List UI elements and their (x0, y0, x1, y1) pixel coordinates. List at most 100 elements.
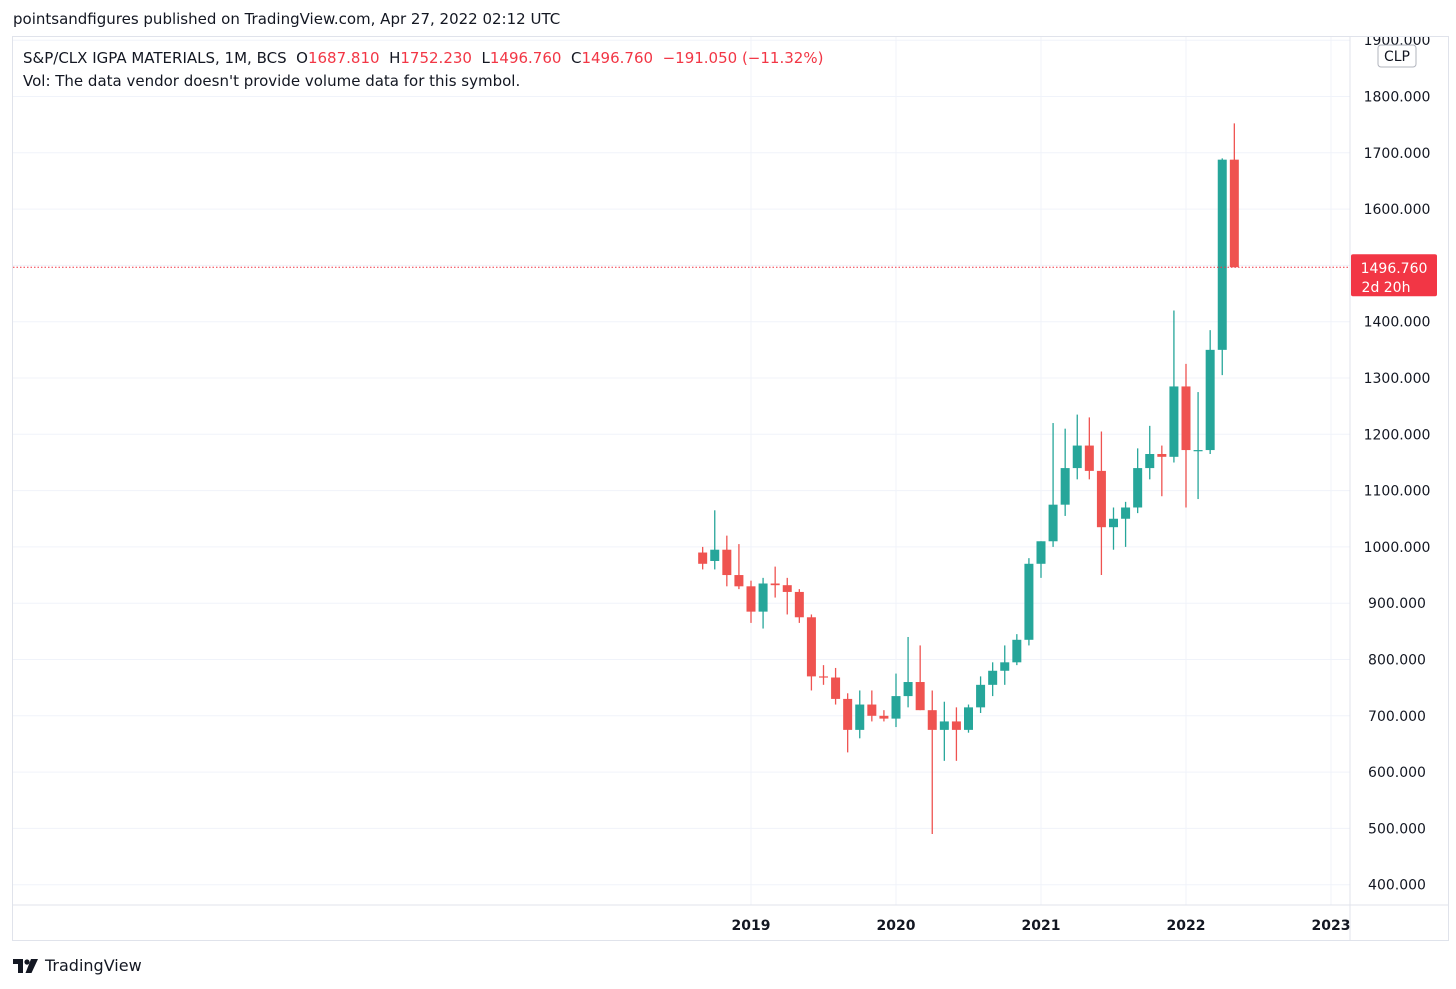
candle-body (1229, 159, 1239, 268)
candle-body (988, 670, 998, 685)
chart-frame: 1900.0001800.0001700.0001600.0001500.000… (12, 36, 1449, 941)
price-tick-label: 1400.000 (1364, 315, 1431, 331)
candle-body (1157, 454, 1167, 457)
candle (939, 701, 949, 761)
candle-body (794, 591, 804, 618)
candle (1024, 558, 1034, 646)
time-tick-label: 2023 (1312, 918, 1351, 934)
candle-body (1024, 563, 1034, 640)
overlay-layer: 1496.760 2d 20h CLP (13, 44, 1437, 297)
candle (951, 707, 961, 761)
candle (915, 645, 925, 711)
candle-body (1193, 450, 1203, 452)
bar-countdown: 2d 20h (1362, 280, 1411, 296)
legend-open-value: 1687.810 (307, 49, 380, 67)
candle-body (746, 586, 756, 612)
candle (927, 690, 937, 835)
candle (1205, 330, 1215, 455)
tradingview-brand[interactable]: TradingView (13, 956, 142, 975)
candle-body (1121, 507, 1131, 519)
time-tick-label: 2021 (1022, 918, 1061, 934)
candle (770, 566, 780, 598)
candle (891, 673, 901, 728)
candle (1060, 428, 1070, 516)
candle-body (951, 721, 961, 730)
candle-body (1096, 470, 1106, 528)
candle-body (927, 710, 937, 730)
candle (806, 614, 816, 691)
price-tick-label: 500.000 (1368, 821, 1426, 837)
candle-body (1109, 518, 1118, 528)
candle (1096, 431, 1106, 576)
price-tick-label: 1800.000 (1364, 90, 1431, 106)
candle-body (1060, 468, 1070, 505)
candle-body (1072, 445, 1082, 469)
candle-body (1036, 541, 1046, 564)
currency-badge-label: CLP (1384, 49, 1410, 65)
candle (1048, 423, 1058, 547)
candle-body (722, 549, 732, 576)
published-by-line: pointsandfigures published on TradingVie… (13, 10, 561, 28)
candle (1145, 425, 1155, 480)
candle-body (698, 552, 708, 564)
price-tick-label: 400.000 (1368, 878, 1426, 894)
candle (1109, 507, 1118, 550)
price-tick-label: 1200.000 (1364, 427, 1431, 443)
legend-open-label: O (296, 49, 308, 67)
candle (1084, 417, 1094, 480)
candle (1169, 310, 1179, 463)
price-tick-label: 1100.000 (1364, 484, 1431, 500)
candle-body (1217, 159, 1227, 350)
candle-body (903, 682, 913, 697)
candle (1000, 645, 1010, 685)
candle-body (1181, 386, 1191, 451)
candle (831, 667, 841, 705)
candle (819, 665, 828, 685)
candle-body (867, 704, 877, 716)
legend-close-value: 1496.760 (581, 49, 654, 67)
candle-layer (698, 123, 1239, 835)
legend-low-label: L (481, 49, 490, 67)
candle (988, 662, 998, 697)
price-tick-label: 800.000 (1368, 653, 1426, 669)
candle-body (879, 715, 889, 719)
candle-body (758, 583, 768, 612)
candle (1181, 363, 1191, 508)
candle (867, 690, 877, 722)
candle-body (806, 617, 816, 677)
legend-high-label: H (389, 49, 401, 67)
legend-change: −191.050 (−11.32%) (662, 49, 824, 67)
candle-body (891, 696, 901, 719)
price-tick-label: 1000.000 (1364, 540, 1431, 556)
candle (734, 544, 744, 590)
candle-body (1048, 504, 1058, 542)
legend-low-value: 1496.760 (489, 49, 562, 67)
candle (964, 704, 973, 733)
tradingview-logo-icon (13, 958, 38, 973)
candle-body (1169, 386, 1179, 457)
candle (1121, 501, 1131, 547)
price-tick-label: 700.000 (1368, 709, 1426, 725)
candle-body (1000, 662, 1010, 671)
candle (794, 589, 804, 623)
candle (903, 636, 913, 708)
candle-body (1205, 349, 1215, 451)
candle (1229, 123, 1239, 268)
time-tick-label: 2022 (1167, 918, 1206, 934)
candle (710, 510, 720, 570)
candle-body (734, 575, 744, 587)
candle-body (1145, 454, 1155, 469)
candle-body (710, 549, 720, 561)
candle (879, 710, 889, 722)
legend-high-value: 1752.230 (400, 49, 472, 67)
candle-body (1084, 445, 1094, 471)
candle (976, 676, 986, 713)
candle (1012, 634, 1022, 666)
time-tick-label: 2019 (732, 918, 771, 934)
candle (855, 690, 865, 739)
legend-ohlc-row: S&P/CLX IGPA MATERIALS, 1M, BCS O1687.81… (23, 47, 823, 70)
candle-body (782, 585, 792, 592)
candle (1217, 158, 1227, 376)
legend-close-label: C (570, 49, 582, 67)
candlestick-chart[interactable]: 1900.0001800.0001700.0001600.0001500.000… (13, 37, 1448, 940)
